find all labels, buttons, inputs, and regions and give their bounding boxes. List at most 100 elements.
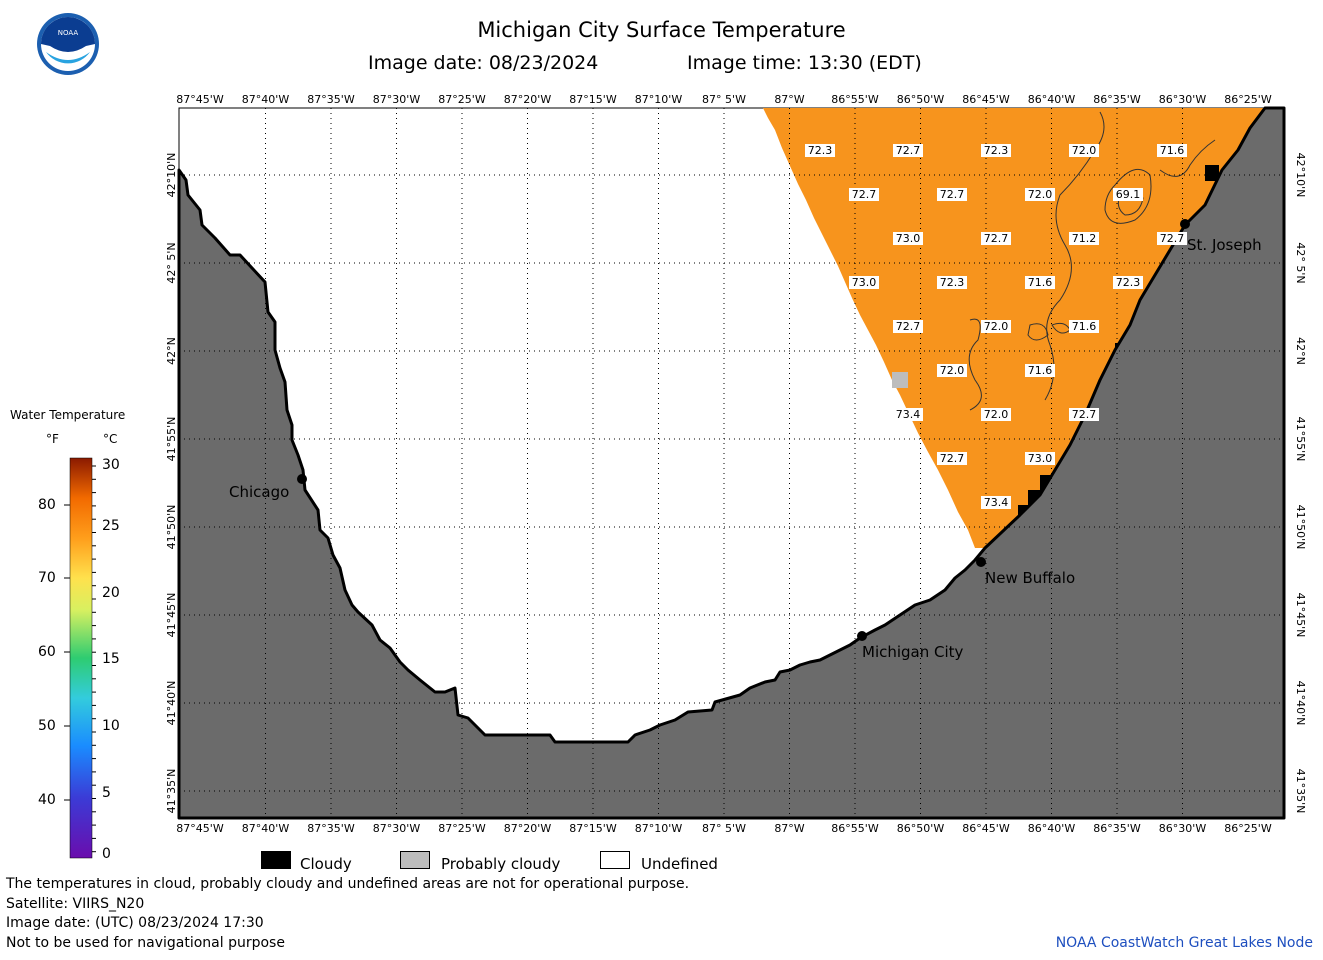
undefined-swatch	[600, 851, 630, 869]
michigan-city-marker	[857, 631, 867, 641]
noaa-logo-icon: NOAA	[37, 13, 99, 75]
temp-label: 73.0	[852, 276, 877, 289]
lon-label-top: 86°55'W	[831, 93, 879, 106]
temp-label: 72.3	[984, 144, 1009, 157]
temp-label-bg	[937, 276, 967, 289]
lat-label-right: 41°35'N	[1294, 769, 1307, 814]
chicago-marker	[297, 474, 307, 484]
lon-label-top: 87°45'W	[176, 93, 224, 106]
f-tick-70: 70	[38, 570, 56, 586]
temp-label: 71.6	[1072, 320, 1097, 333]
longitude-labels-bottom: 87°45'W 87°40'W 87°35'W 87°30'W 87°25'W 87°20…	[176, 822, 1272, 835]
c-tick-0: 0	[102, 846, 111, 862]
temp-label-bg	[981, 408, 1011, 421]
temperature-colorbar	[69, 457, 93, 859]
navigation-warning: Not to be used for navigational purpose	[6, 935, 285, 951]
lon-label-top: 87°40'W	[242, 93, 290, 106]
temp-label-bg	[937, 364, 967, 377]
new-buffalo-marker	[976, 557, 986, 567]
credit-link[interactable]: NOAA CoastWatch Great Lakes Node	[1055, 935, 1313, 951]
temp-label-bg	[893, 320, 923, 333]
map-title: Michigan City Surface Temperature	[477, 18, 846, 42]
c-tick-15: 15	[102, 651, 120, 667]
lon-label-top: 87°25'W	[438, 93, 486, 106]
graticule	[179, 108, 1284, 818]
lon-label-bottom: 86°50'W	[897, 822, 945, 835]
lat-label-right: 41°50'N	[1294, 505, 1307, 550]
temp-label: 72.7	[896, 320, 921, 333]
lon-label-bottom: 86°30'W	[1159, 822, 1207, 835]
lon-label-bottom: 87°10'W	[635, 822, 683, 835]
longitude-labels-top: 87°45'W 87°40'W 87°35'W 87°30'W 87°25'W 87°20…	[176, 93, 1272, 106]
temp-label: 72.3	[808, 144, 833, 157]
noaa-logo-text: NOAA	[58, 29, 79, 37]
temp-label: 72.0	[1072, 144, 1097, 157]
temp-label: 72.0	[984, 408, 1009, 421]
temp-label: 71.6	[1028, 364, 1053, 377]
f-tick-50: 50	[38, 718, 56, 734]
lon-label-bottom: 87°15'W	[569, 822, 617, 835]
lon-label-top: 87°W	[774, 93, 804, 106]
lat-label-left: 42°N	[165, 337, 178, 365]
temp-label-bg	[937, 188, 967, 201]
st-joseph-marker	[1180, 219, 1190, 229]
lon-label-bottom: 86°45'W	[962, 822, 1010, 835]
lon-label-top: 86°35'W	[1093, 93, 1141, 106]
temp-label-bg	[937, 452, 967, 465]
satellite-info: Satellite: VIIRS_N20	[6, 896, 145, 912]
image-time: Image time: 13:30 (EDT)	[687, 52, 922, 74]
image-date: Image date: 08/23/2024	[368, 52, 599, 74]
temp-label: 71.2	[1072, 232, 1097, 245]
c-tick-30: 30	[102, 457, 120, 473]
temp-label: 72.7	[852, 188, 877, 201]
lon-label-bottom: 87°20'W	[504, 822, 552, 835]
lon-label-bottom: 87°35'W	[307, 822, 355, 835]
temp-label: 72.7	[1072, 408, 1097, 421]
temp-label: 72.3	[940, 276, 965, 289]
land-illinois-indiana	[177, 106, 1286, 820]
temp-label-bg	[981, 144, 1011, 157]
lon-label-bottom: 86°55'W	[831, 822, 879, 835]
unit-fahrenheit: °F	[46, 432, 59, 446]
temp-label: 73.0	[1028, 452, 1053, 465]
city-st-joseph: St. Joseph	[1187, 236, 1262, 254]
c-tick-20: 20	[102, 585, 120, 601]
lon-label-top: 86°25'W	[1224, 93, 1272, 106]
temp-label-bg	[849, 188, 879, 201]
temp-label: 72.0	[1028, 188, 1053, 201]
probably-cloudy-pixels	[892, 372, 908, 388]
cloudy-swatch	[261, 851, 291, 869]
temp-label-bg	[1157, 232, 1187, 245]
temp-label: 73.0	[896, 232, 921, 245]
temp-label-bg	[981, 496, 1011, 509]
temp-label-bg	[1069, 144, 1099, 157]
city-markers: Chicago Michigan City New Buffalo St. Jo…	[229, 219, 1262, 661]
lon-label-top: 87°10'W	[635, 93, 683, 106]
lon-label-bottom: 87°W	[774, 822, 804, 835]
undefined-label: Undefined	[641, 855, 718, 873]
temp-label: 71.6	[1028, 276, 1053, 289]
temperature-labels: 72.3 72.7 72.3 72.0 71.6 72.7 72.7 72.0 69.1 73.0…	[805, 144, 1187, 509]
probably-cloudy-label: Probably cloudy	[441, 855, 561, 873]
temp-label-bg	[1069, 320, 1099, 333]
lon-label-top: 87° 5'W	[702, 93, 746, 106]
lon-label-top: 86°50'W	[897, 93, 945, 106]
lon-label-bottom: 86°25'W	[1224, 822, 1272, 835]
temp-label-bg	[1069, 408, 1099, 421]
lon-label-bottom: 87°25'W	[438, 822, 486, 835]
lon-label-top: 86°40'W	[1028, 93, 1076, 106]
temp-label: 72.7	[940, 188, 965, 201]
lon-label-bottom: 86°35'W	[1093, 822, 1141, 835]
latitude-labels-right: 42°10'N 42° 5'N 42°N 41°55'N 41°50'N 41°45'N 4…	[1294, 153, 1307, 814]
temp-label-bg	[1025, 276, 1055, 289]
lon-label-top: 87°15'W	[569, 93, 617, 106]
lat-label-right: 42°N	[1294, 337, 1307, 365]
city-chicago: Chicago	[229, 483, 289, 501]
temp-label-bg	[1157, 144, 1187, 157]
lat-label-right: 42°10'N	[1294, 153, 1307, 198]
temp-label-bg	[1069, 232, 1099, 245]
f-tick-60: 60	[38, 644, 56, 660]
cloudy-label: Cloudy	[300, 855, 352, 873]
temp-label-bg	[981, 232, 1011, 245]
